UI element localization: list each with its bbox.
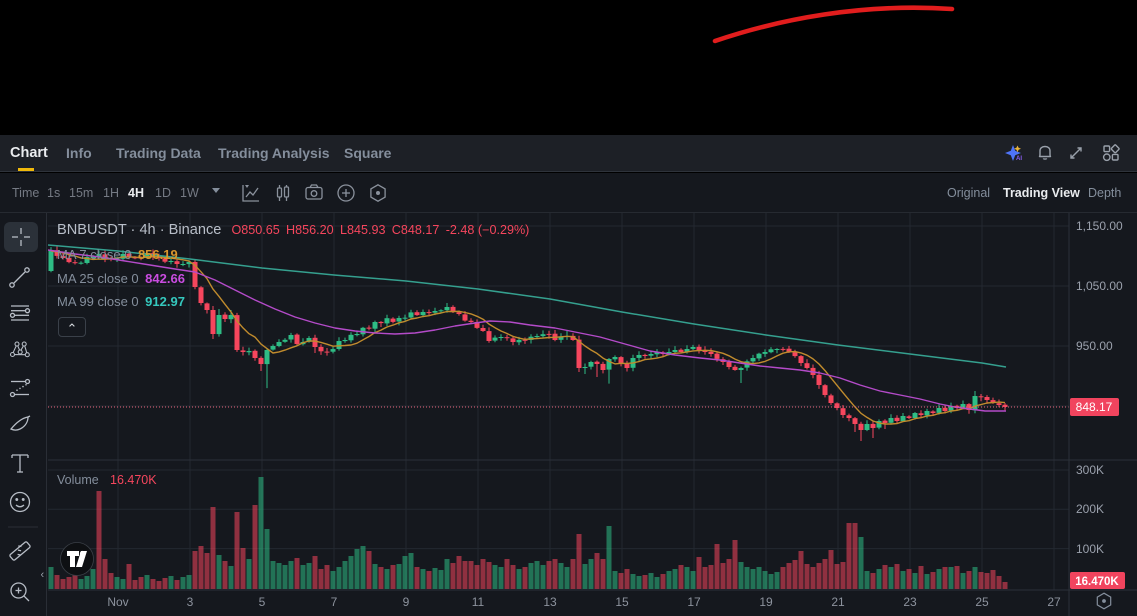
svg-text:11: 11 — [472, 595, 485, 609]
svg-text:848.17: 848.17 — [1076, 400, 1113, 414]
svg-text:17: 17 — [687, 595, 701, 609]
svg-text:AI: AI — [1016, 156, 1022, 162]
svg-text:300K: 300K — [1076, 463, 1104, 477]
svg-text:7: 7 — [331, 595, 338, 609]
svg-text:27: 27 — [1047, 595, 1061, 609]
svg-text:9: 9 — [403, 595, 410, 609]
svg-text:5: 5 — [259, 595, 266, 609]
svg-text:13: 13 — [543, 595, 557, 609]
svg-text:16.470K: 16.470K — [1075, 576, 1119, 588]
svg-text:25: 25 — [975, 595, 989, 609]
svg-text:100K: 100K — [1076, 542, 1104, 556]
svg-text:23: 23 — [903, 595, 917, 609]
svg-text:200K: 200K — [1076, 502, 1104, 516]
svg-text:3: 3 — [187, 595, 194, 609]
svg-text:Nov: Nov — [107, 595, 128, 609]
svg-text:‹: ‹ — [41, 569, 45, 581]
svg-text:19: 19 — [759, 595, 773, 609]
svg-text:1,050.00: 1,050.00 — [1076, 279, 1123, 293]
svg-text:Volume: Volume — [57, 473, 99, 487]
svg-text:16.470K: 16.470K — [110, 473, 157, 487]
svg-text:950.00: 950.00 — [1076, 339, 1113, 353]
svg-text:15: 15 — [615, 595, 629, 609]
svg-text:1,150.00: 1,150.00 — [1076, 219, 1123, 233]
svg-text:21: 21 — [831, 595, 845, 609]
